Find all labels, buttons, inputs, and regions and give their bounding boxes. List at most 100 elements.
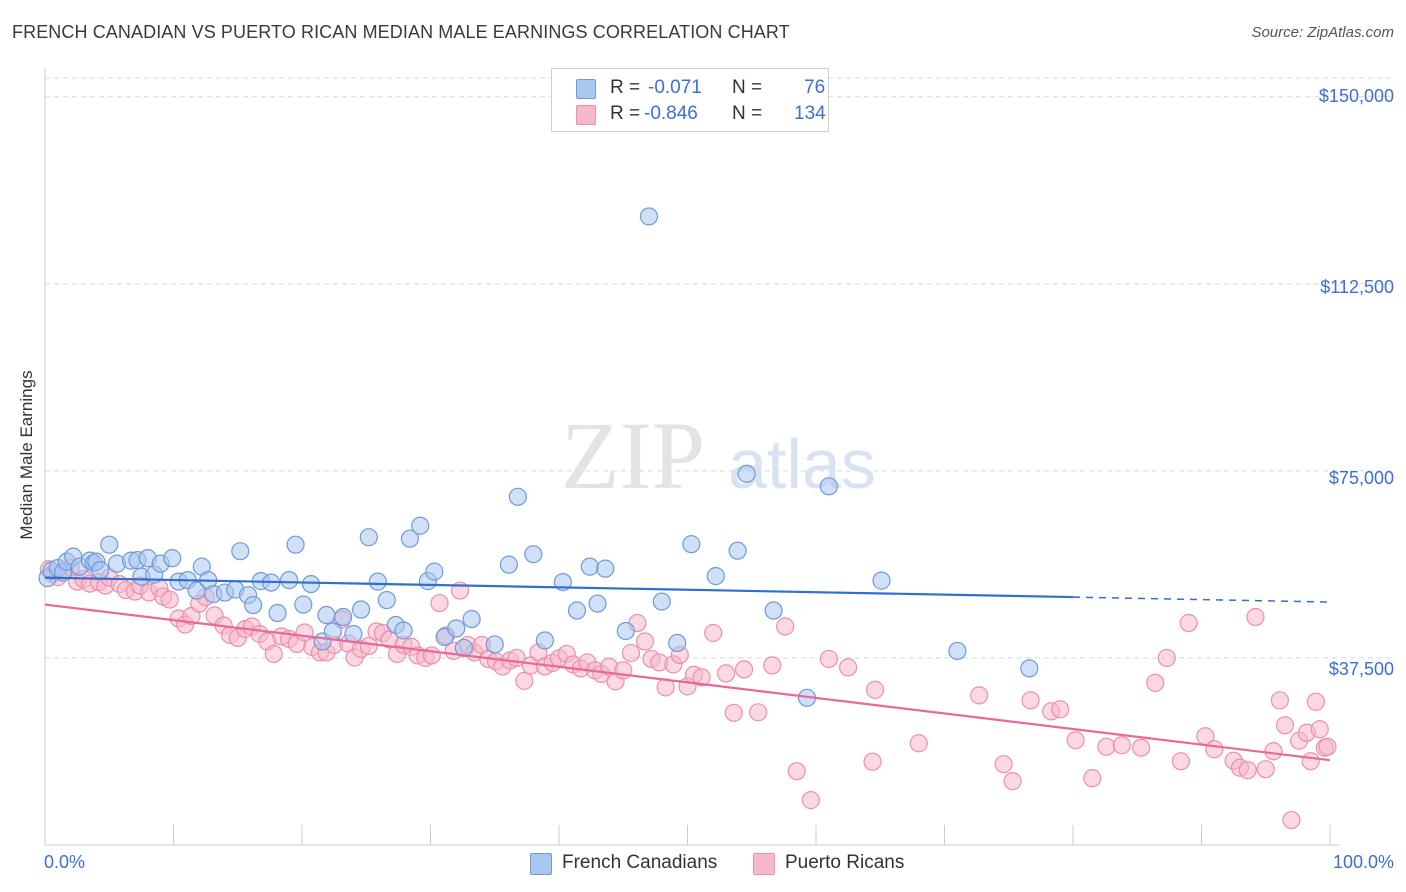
y-tick-label: $150,000 <box>1318 86 1394 106</box>
french-canadian-point <box>163 549 182 568</box>
puerto-rican-point <box>1179 613 1198 633</box>
french-canadian-point <box>764 601 783 620</box>
puerto-rican-point <box>1083 769 1102 788</box>
puerto-rican-point <box>1264 742 1283 761</box>
french-canadian-point <box>616 621 635 641</box>
french-canadian-point <box>639 207 659 226</box>
puerto-rican-point <box>635 632 655 651</box>
puerto-rican-point <box>160 590 179 609</box>
puerto-rican-point <box>763 656 782 675</box>
french-canadian-point <box>286 535 305 554</box>
legend-row-french-canadians: R = -0.071 N = 76 <box>576 77 825 99</box>
axes <box>44 68 1340 846</box>
puerto-rican-point <box>970 686 989 705</box>
french-canadian-point <box>485 635 504 654</box>
puerto-rican-point <box>264 644 283 664</box>
puerto-rican-point <box>909 734 928 753</box>
y-tick-label: $37,500 <box>1328 659 1394 679</box>
blue-swatch <box>530 853 552 875</box>
puerto-rican-point <box>1270 691 1289 710</box>
french-canadian-point <box>301 574 321 594</box>
puerto-rican-point <box>422 646 441 665</box>
y-axis-label: Median Male Earnings <box>17 370 36 540</box>
legend-item-french-canadians: French Canadians <box>530 851 730 877</box>
puerto-rican-point <box>716 664 736 683</box>
puerto-rican-point <box>1275 716 1295 735</box>
french-canadian-point <box>948 641 967 661</box>
n-label: N = <box>732 77 763 98</box>
puerto-rican-point <box>704 623 723 643</box>
french-canadian-point <box>737 464 756 483</box>
puerto-rican-point <box>994 755 1013 774</box>
watermark: ZIP atlas <box>561 402 876 509</box>
puerto-rican-point <box>1306 692 1325 711</box>
french-canadian-point <box>317 605 336 625</box>
french-canadian-point <box>508 487 527 506</box>
legend-item-puerto-ricans: Puerto Ricans <box>753 851 933 877</box>
french-canadian-point <box>462 609 481 629</box>
french-canadian-point <box>652 592 671 611</box>
french-canadian-point <box>1020 659 1039 678</box>
french-canadians-trend-line <box>44 576 1074 599</box>
puerto-rican-point <box>1256 760 1275 779</box>
r-label: R = <box>610 103 641 124</box>
puerto-rican-point <box>1205 740 1224 759</box>
french-canadian-point <box>819 477 838 496</box>
puerto-rican-point <box>1310 720 1329 739</box>
french-canadian-point <box>535 631 554 650</box>
puerto-rican-point <box>1066 731 1085 750</box>
r-value: -0.846 <box>644 103 698 124</box>
watermark-zip: ZIP <box>561 402 705 509</box>
puerto-rican-point <box>1132 738 1151 757</box>
french-canadian-point <box>400 529 420 548</box>
puerto-rican-point <box>734 660 754 679</box>
french-canadian-point <box>334 607 353 627</box>
puerto-rican-point <box>1097 737 1116 756</box>
n-value: 134 <box>794 103 826 124</box>
trend-lines <box>44 576 1331 762</box>
puerto-rican-point <box>515 671 534 690</box>
puerto-rican-point <box>430 593 449 613</box>
french-canadian-point <box>244 595 263 615</box>
french-canadian-point <box>706 567 725 586</box>
puerto-rican-point <box>1051 700 1070 719</box>
french-canadian-point <box>91 561 110 580</box>
french-canadian-point <box>377 590 396 610</box>
french-canadian-point <box>344 624 363 644</box>
puerto-rican-point <box>1282 810 1301 830</box>
french-canadian-point <box>580 557 599 576</box>
puerto-rican-point <box>801 791 820 810</box>
french-canadians-trend-extension <box>1072 596 1331 603</box>
legend-label: French Canadians <box>562 852 718 873</box>
french-canadian-point <box>411 516 430 535</box>
x-tick-label-end: 100.0% <box>1332 852 1394 872</box>
puerto-rican-point <box>1246 607 1265 627</box>
puerto-rican-point <box>621 643 641 663</box>
french-canadian-point <box>323 622 342 641</box>
french-canadian-point <box>268 603 287 623</box>
french-canadian-point <box>294 595 313 614</box>
watermark-atlas: atlas <box>728 425 876 503</box>
y-tick-label: $75,000 <box>1328 468 1394 488</box>
puerto-rican-point <box>1318 737 1337 756</box>
chart-title: FRENCH CANADIAN VS PUERTO RICAN MEDIAN M… <box>12 22 790 42</box>
french-canadian-point <box>352 600 371 619</box>
puerto-rican-point <box>1171 752 1191 771</box>
puerto-rican-point <box>749 703 768 722</box>
french-canadian-point <box>596 559 615 578</box>
puerto-rican-point <box>1238 761 1257 780</box>
n-value: 76 <box>804 77 826 98</box>
french-canadian-point <box>524 545 543 564</box>
french-canadian-point <box>368 572 387 591</box>
puerto-rican-point <box>724 703 743 722</box>
puerto-rican-point <box>776 617 795 636</box>
puerto-rican-point <box>1021 691 1040 710</box>
french-canadian-point <box>567 601 587 620</box>
puerto-rican-point <box>819 649 838 669</box>
r-label: R = <box>610 77 641 98</box>
puerto-rican-point <box>1146 673 1165 692</box>
puerto-rican-point <box>839 658 858 677</box>
blue-swatch <box>576 79 596 99</box>
french-canadian-point <box>668 633 687 653</box>
french-canadian-point <box>447 619 466 638</box>
